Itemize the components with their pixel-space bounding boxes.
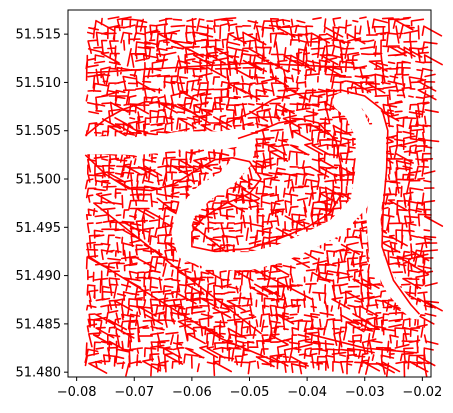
y-tick-label: 51.480 <box>16 366 62 381</box>
x-axis: −0.08 −0.07 −0.06 −0.05 −0.04 −0.03 −0.02 <box>57 377 442 400</box>
x-tick-label: −0.05 <box>230 385 270 400</box>
y-tick-label: 51.485 <box>16 317 62 332</box>
x-tick-label: −0.08 <box>57 385 97 400</box>
y-axis: 51.480 51.485 51.490 51.495 51.500 51.505 51.5… <box>16 28 68 381</box>
x-tick-label: −0.02 <box>402 385 442 400</box>
y-tick-label: 51.510 <box>16 76 62 91</box>
y-tick-label: 51.490 <box>16 269 62 284</box>
river-band <box>76 92 374 271</box>
x-tick-label: −0.07 <box>114 385 154 400</box>
x-tick-label: −0.04 <box>287 385 327 400</box>
y-tick-label: 51.505 <box>16 124 62 139</box>
y-tick-label: 51.515 <box>16 28 62 43</box>
y-tick-label: 51.500 <box>16 173 62 188</box>
river-bank-south <box>84 118 343 253</box>
river-bank-north <box>84 89 421 315</box>
river-gap <box>76 89 421 320</box>
river-band-east <box>334 92 421 320</box>
y-tick-label: 51.495 <box>16 221 62 236</box>
x-tick-label: −0.03 <box>345 385 385 400</box>
x-tick-label: −0.06 <box>172 385 212 400</box>
